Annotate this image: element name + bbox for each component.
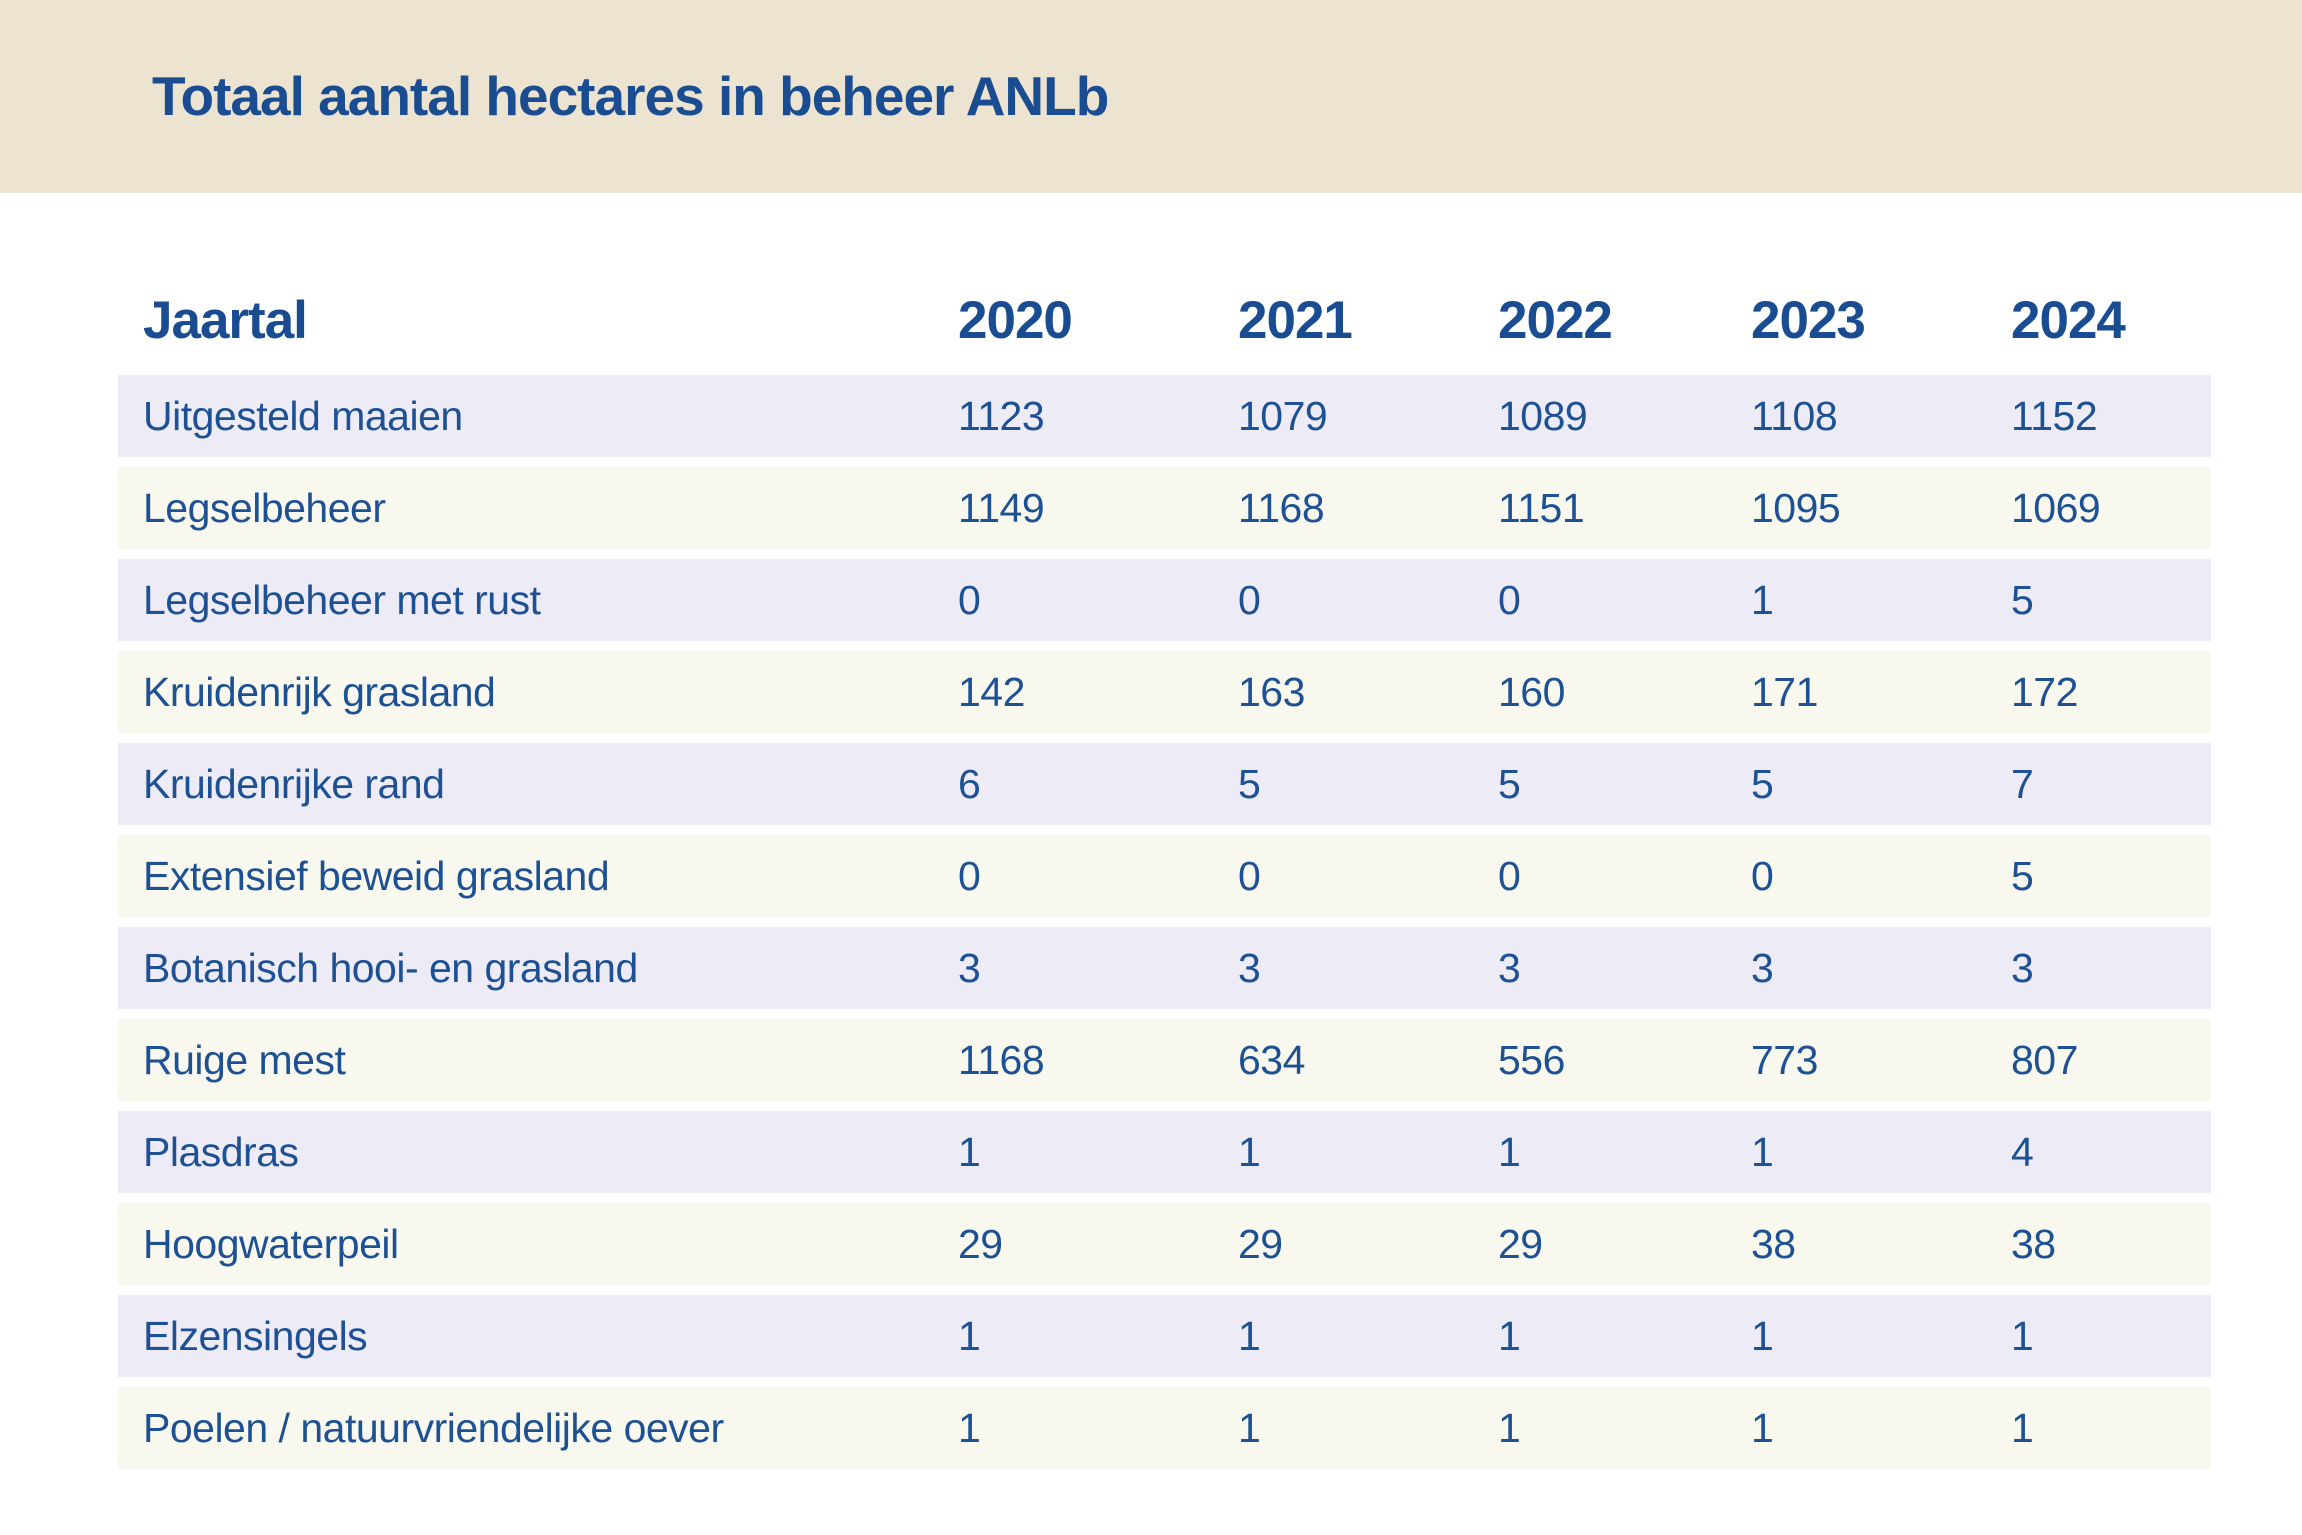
row-value: 0 xyxy=(1498,576,1521,623)
row-value: 1 xyxy=(2011,1312,2034,1359)
table-row: Legselbeheer 1149 1168 1151 1095 1069 xyxy=(118,467,2211,549)
row-value: 171 xyxy=(1751,668,1818,715)
row-value: 1089 xyxy=(1498,392,1588,439)
row-value: 1 xyxy=(2011,1404,2034,1451)
row-value: 160 xyxy=(1498,668,1565,715)
row-label: Ruige mest xyxy=(143,1036,346,1083)
row-value: 0 xyxy=(958,852,981,899)
table-body: Uitgesteld maaien 1123 1079 1089 1108 11… xyxy=(118,375,2211,1469)
row-value: 1 xyxy=(1751,1404,1774,1451)
row-label: Hoogwaterpeil xyxy=(143,1220,399,1267)
row-label: Extensief beweid grasland xyxy=(143,852,610,899)
table-row: Plasdras 1 1 1 1 4 xyxy=(118,1111,2211,1193)
row-label: Uitgesteld maaien xyxy=(143,392,463,439)
table-row: Botanisch hooi- en grasland 3 3 3 3 3 xyxy=(118,927,2211,1009)
row-value: 1 xyxy=(1238,1312,1261,1359)
row-label: Legselbeheer xyxy=(143,484,386,531)
row-value: 556 xyxy=(1498,1036,1565,1083)
row-value: 142 xyxy=(958,668,1025,715)
row-value: 1 xyxy=(1498,1404,1521,1451)
row-value: 0 xyxy=(1238,576,1261,623)
table-row: Hoogwaterpeil 29 29 29 38 38 xyxy=(118,1203,2211,1285)
row-value: 4 xyxy=(2011,1128,2034,1175)
column-header-2021: 2021 xyxy=(1238,290,1353,350)
row-value: 3 xyxy=(1238,944,1261,991)
row-value: 3 xyxy=(1498,944,1521,991)
row-value: 172 xyxy=(2011,668,2078,715)
table-row: Kruidenrijke rand 6 5 5 5 7 xyxy=(118,743,2211,825)
row-value: 163 xyxy=(1238,668,1305,715)
table-row: Legselbeheer met rust 0 0 0 1 5 xyxy=(118,559,2211,641)
row-label: Kruidenrijke rand xyxy=(143,760,445,807)
table-row: Kruidenrijk grasland 142 163 160 171 172 xyxy=(118,651,2211,733)
row-label: Poelen / natuurvriendelijke oever xyxy=(143,1404,724,1451)
row-value: 5 xyxy=(1498,760,1521,807)
table-header-row: Jaartal 2020 2021 2022 2023 2024 xyxy=(118,275,2211,365)
row-value: 5 xyxy=(1751,760,1774,807)
row-value: 807 xyxy=(2011,1036,2078,1083)
table-row: Ruige mest 1168 634 556 773 807 xyxy=(118,1019,2211,1101)
row-value: 1 xyxy=(1498,1312,1521,1359)
table-row: Elzensingels 1 1 1 1 1 xyxy=(118,1295,2211,1377)
row-value: 0 xyxy=(1751,852,1774,899)
row-value: 634 xyxy=(1238,1036,1305,1083)
row-value: 1095 xyxy=(1751,484,1841,531)
row-value: 1 xyxy=(958,1128,981,1175)
row-value: 1 xyxy=(1238,1128,1261,1175)
row-value: 1123 xyxy=(958,392,1045,439)
row-value: 3 xyxy=(1751,944,1774,991)
row-value: 0 xyxy=(1238,852,1261,899)
row-value: 1 xyxy=(1751,1312,1774,1359)
row-value: 1 xyxy=(958,1404,981,1451)
table-row: Uitgesteld maaien 1123 1079 1089 1108 11… xyxy=(118,375,2211,457)
row-value: 1152 xyxy=(2011,392,2098,439)
row-value: 5 xyxy=(2011,576,2034,623)
row-label: Elzensingels xyxy=(143,1312,368,1359)
row-value: 773 xyxy=(1751,1036,1818,1083)
row-value: 1151 xyxy=(1498,484,1585,531)
row-value: 29 xyxy=(1498,1220,1543,1267)
row-value: 29 xyxy=(1238,1220,1283,1267)
row-label: Botanisch hooi- en grasland xyxy=(143,944,638,991)
row-value: 29 xyxy=(958,1220,1003,1267)
row-value: 0 xyxy=(958,576,981,623)
row-value: 1 xyxy=(1498,1128,1521,1175)
row-value: 1149 xyxy=(958,484,1045,531)
column-header-2022: 2022 xyxy=(1498,290,1613,350)
row-value: 38 xyxy=(1751,1220,1796,1267)
row-value: 5 xyxy=(1238,760,1261,807)
row-value: 1 xyxy=(958,1312,981,1359)
table-row: Poelen / natuurvriendelijke oever 1 1 1 … xyxy=(118,1387,2211,1469)
column-header-2023: 2023 xyxy=(1751,290,1866,350)
row-value: 1108 xyxy=(1751,392,1838,439)
row-value: 5 xyxy=(2011,852,2034,899)
table-row: Extensief beweid grasland 0 0 0 0 5 xyxy=(118,835,2211,917)
row-value: 1079 xyxy=(1238,392,1328,439)
row-value: 1069 xyxy=(2011,484,2101,531)
row-label: Plasdras xyxy=(143,1128,299,1175)
column-header-jaartal: Jaartal xyxy=(143,290,308,350)
column-header-2024: 2024 xyxy=(2011,290,2126,350)
row-value: 3 xyxy=(958,944,981,991)
title-band xyxy=(0,0,2302,193)
row-value: 38 xyxy=(2011,1220,2056,1267)
row-value: 1168 xyxy=(1238,484,1325,531)
row-value: 0 xyxy=(1498,852,1521,899)
row-value: 7 xyxy=(2011,760,2034,807)
row-label: Kruidenrijk grasland xyxy=(143,668,496,715)
hectares-table: Jaartal 2020 2021 2022 2023 2024 Uitgest… xyxy=(118,193,2211,1479)
column-header-2020: 2020 xyxy=(958,290,1073,350)
row-value: 1 xyxy=(1751,576,1774,623)
row-value: 3 xyxy=(2011,944,2034,991)
row-value: 1168 xyxy=(958,1036,1045,1083)
row-label: Legselbeheer met rust xyxy=(143,576,541,623)
row-value: 1 xyxy=(1238,1404,1261,1451)
page-title: Totaal aantal hectares in beheer ANLb xyxy=(152,65,1109,127)
row-value: 1 xyxy=(1751,1128,1774,1175)
row-value: 6 xyxy=(958,760,981,807)
